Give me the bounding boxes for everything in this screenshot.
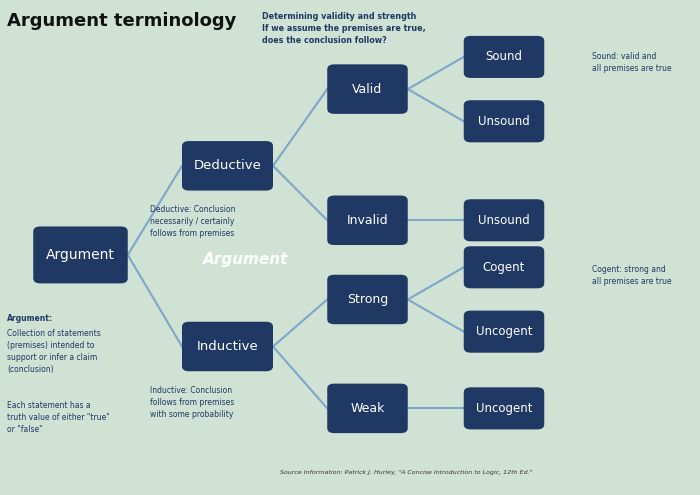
Text: Unsound: Unsound bbox=[478, 115, 530, 128]
FancyBboxPatch shape bbox=[182, 322, 273, 371]
Text: Each statement has a
truth value of either "true"
or "false": Each statement has a truth value of eith… bbox=[7, 401, 110, 434]
Text: Uncogent: Uncogent bbox=[476, 402, 532, 415]
Text: Cogent: Cogent bbox=[483, 261, 525, 274]
Text: Argument: Argument bbox=[203, 252, 288, 267]
FancyBboxPatch shape bbox=[463, 100, 545, 143]
Text: Cogent: strong and
all premises are true: Cogent: strong and all premises are true bbox=[592, 265, 671, 286]
Text: Unsound: Unsound bbox=[478, 214, 530, 227]
Text: Sound: Sound bbox=[486, 50, 522, 63]
Text: Uncogent: Uncogent bbox=[476, 325, 532, 338]
FancyBboxPatch shape bbox=[328, 196, 407, 245]
Text: Deductive: Conclusion
necessarily / certainly
follows from premises: Deductive: Conclusion necessarily / cert… bbox=[150, 205, 236, 238]
FancyBboxPatch shape bbox=[463, 246, 545, 288]
Text: Argument:: Argument: bbox=[7, 314, 53, 323]
Text: Inductive: Inductive bbox=[197, 340, 258, 353]
Text: Deductive: Deductive bbox=[194, 159, 261, 172]
FancyBboxPatch shape bbox=[182, 141, 273, 191]
FancyBboxPatch shape bbox=[328, 275, 407, 324]
FancyBboxPatch shape bbox=[328, 384, 407, 433]
Text: Strong: Strong bbox=[347, 293, 388, 306]
Text: Argument: Argument bbox=[46, 248, 115, 262]
Text: Weak: Weak bbox=[350, 402, 385, 415]
Text: Valid: Valid bbox=[352, 83, 383, 96]
Text: Source Information: Patrick J. Hurley, "A Concise Introduction to Logic, 12th Ed: Source Information: Patrick J. Hurley, "… bbox=[280, 470, 532, 475]
Text: Sound: valid and
all premises are true: Sound: valid and all premises are true bbox=[592, 52, 671, 73]
Text: Invalid: Invalid bbox=[346, 214, 389, 227]
FancyBboxPatch shape bbox=[463, 199, 545, 241]
Text: Collection of statements
(premises) intended to
support or infer a claim
(conclu: Collection of statements (premises) inte… bbox=[7, 329, 101, 374]
Text: Determining validity and strength
If we assume the premises are true,
does the c: Determining validity and strength If we … bbox=[262, 12, 426, 45]
Text: Argument terminology: Argument terminology bbox=[7, 12, 237, 30]
FancyBboxPatch shape bbox=[463, 311, 545, 352]
FancyBboxPatch shape bbox=[463, 387, 545, 430]
FancyBboxPatch shape bbox=[34, 227, 127, 283]
Text: Inductive: Conclusion
follows from premises
with some probability: Inductive: Conclusion follows from premi… bbox=[150, 386, 234, 419]
FancyBboxPatch shape bbox=[328, 64, 407, 114]
FancyBboxPatch shape bbox=[463, 36, 545, 78]
